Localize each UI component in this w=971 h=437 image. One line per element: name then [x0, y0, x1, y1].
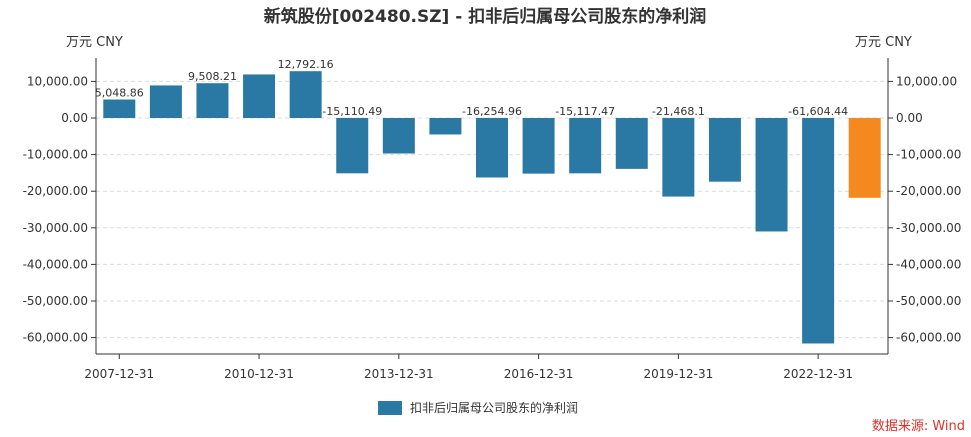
data-label: 12,792.16: [278, 58, 334, 71]
bar[interactable]: [196, 83, 229, 118]
bar[interactable]: [848, 118, 881, 198]
y-tick-label-left: -30,000.00: [23, 221, 88, 235]
x-tick-label: 2016-12-31: [504, 367, 574, 381]
bar[interactable]: [382, 118, 415, 154]
data-labels: 5,048.86 9,508.21 12,792.16 -15,110.49 -16,2…: [95, 58, 848, 118]
data-label: 9,508.21: [188, 70, 237, 83]
legend-label[interactable]: 扣非后归属母公司股东的净利润: [410, 400, 578, 415]
bar[interactable]: [662, 118, 695, 197]
data-label: -21,468.1: [652, 105, 705, 118]
bar[interactable]: [429, 118, 462, 135]
bars: [103, 71, 881, 344]
bar[interactable]: [708, 118, 741, 182]
data-label: -61,604.44: [788, 105, 848, 118]
y-tick-label-right: 10,000.00: [896, 74, 957, 88]
bar[interactable]: [289, 71, 322, 118]
y-tick-label-right: -50,000.00: [896, 294, 961, 308]
x-tick-label: 2022-12-31: [783, 367, 853, 381]
axes: 10,000.00 10,000.00 0.00 0.00 -10,000.00 -10,…: [23, 58, 961, 381]
y-unit-right: 万元 CNY: [855, 35, 912, 50]
bar[interactable]: [243, 74, 276, 118]
y-tick-label-left: -50,000.00: [23, 294, 88, 308]
y-tick-label-right: -40,000.00: [896, 257, 961, 271]
bar[interactable]: [103, 99, 136, 118]
x-tick-label: 2007-12-31: [84, 367, 154, 381]
bar[interactable]: [569, 118, 602, 174]
x-tick-label: 2010-12-31: [224, 367, 294, 381]
y-tick-label-right: -10,000.00: [896, 148, 961, 162]
data-label: -15,117.47: [555, 105, 615, 118]
y-tick-label-left: 10,000.00: [27, 74, 88, 88]
bar[interactable]: [755, 118, 788, 232]
y-unit-left: 万元 CNY: [66, 35, 123, 50]
bar[interactable]: [476, 118, 508, 178]
y-tick-label-right: -20,000.00: [896, 184, 961, 198]
x-tick-label: 2013-12-31: [364, 367, 434, 381]
data-label: -15,110.49: [322, 105, 382, 118]
chart-title: 新筑股份[002480.SZ] - 扣非后归属母公司股东的净利润: [264, 6, 706, 27]
y-tick-label-right: 0.00: [896, 111, 923, 125]
data-label: -16,254.96: [462, 105, 522, 118]
y-tick-label-left: -10,000.00: [23, 148, 88, 162]
bar[interactable]: [802, 118, 835, 344]
y-tick-label-right: -30,000.00: [896, 221, 961, 235]
bar[interactable]: [149, 85, 182, 118]
bar[interactable]: [615, 118, 648, 169]
bar[interactable]: [522, 118, 555, 174]
legend[interactable]: 扣非后归属母公司股东的净利润: [378, 400, 578, 415]
source-note: 数据来源: Wind: [872, 419, 965, 434]
y-tick-label-left: -40,000.00: [23, 257, 88, 271]
y-tick-label-left: -20,000.00: [23, 184, 88, 198]
bar[interactable]: [336, 118, 369, 174]
data-label: 5,048.86: [95, 87, 144, 100]
y-tick-label-left: -60,000.00: [23, 331, 88, 345]
y-tick-label-right: -60,000.00: [896, 331, 961, 345]
y-tick-label-left: 0.00: [61, 111, 88, 125]
legend-swatch[interactable]: [378, 401, 402, 415]
x-tick-label: 2019-12-31: [643, 367, 713, 381]
